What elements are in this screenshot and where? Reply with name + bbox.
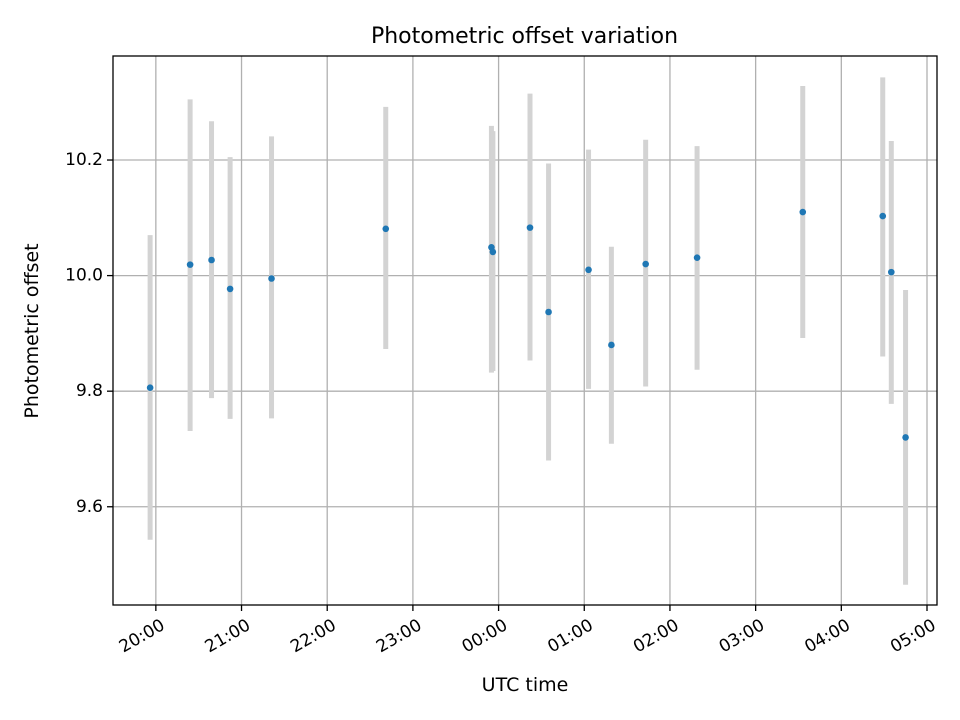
data-point bbox=[585, 266, 592, 274]
x-tick-label: 04:00 bbox=[801, 615, 853, 657]
y-tick-label: 10.2 bbox=[65, 150, 103, 170]
x-tick-label: 21:00 bbox=[202, 615, 254, 657]
data-point bbox=[693, 254, 701, 261]
x-tick-label: 00:00 bbox=[459, 615, 511, 657]
plot-frame bbox=[112, 55, 938, 606]
x-tick-label: 22:00 bbox=[287, 615, 339, 657]
y-axis-label: Photometric offset bbox=[21, 243, 43, 418]
data-point bbox=[526, 224, 534, 231]
data-points bbox=[146, 208, 909, 441]
data-point bbox=[879, 212, 887, 220]
data-point bbox=[226, 285, 234, 293]
data-point bbox=[186, 261, 194, 268]
data-point bbox=[642, 260, 649, 268]
data-point bbox=[489, 248, 497, 256]
y-tick-label: 10.0 bbox=[65, 266, 103, 286]
data-point bbox=[382, 225, 390, 233]
x-axis-label: UTC time bbox=[482, 674, 569, 696]
y-tick-label: 9.8 bbox=[76, 381, 103, 401]
x-tick-label: 01:00 bbox=[544, 615, 596, 657]
y-tick-label: 9.6 bbox=[76, 497, 103, 517]
x-tick-label: 23:00 bbox=[373, 615, 425, 657]
x-tick-label: 05:00 bbox=[887, 615, 939, 657]
data-point bbox=[888, 268, 895, 276]
x-tick-label: 03:00 bbox=[716, 615, 768, 657]
data-point bbox=[268, 275, 275, 282]
data-point bbox=[608, 341, 615, 349]
data-point bbox=[146, 384, 154, 392]
data-point bbox=[208, 256, 215, 264]
x-axis-ticks: 20:00 21:00 22:00 23:00 00:00 01:00 02:00 03:00… bbox=[116, 605, 940, 657]
grid-lines bbox=[113, 56, 937, 605]
data-point bbox=[545, 308, 552, 316]
data-point bbox=[902, 434, 909, 441]
error-bars bbox=[147, 77, 909, 585]
x-tick-label: 02:00 bbox=[630, 615, 682, 657]
x-tick-label: 20:00 bbox=[116, 615, 168, 657]
chart-title: Photometric offset variation bbox=[371, 24, 678, 49]
y-axis-ticks: 9.6 9.8 10.0 10.2 bbox=[65, 150, 113, 517]
data-point bbox=[799, 208, 807, 216]
